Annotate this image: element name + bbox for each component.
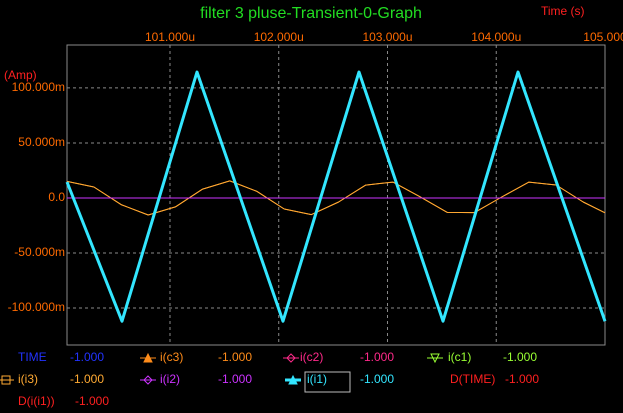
legend-reading: -1.000	[218, 350, 252, 364]
legend-marker	[430, 353, 440, 364]
legend-label: i(c3)	[160, 350, 183, 364]
x-tick-label: 102.000u	[254, 30, 304, 44]
legend-reading: -1.000	[360, 372, 394, 386]
x-axis-label: Time (s)	[541, 4, 585, 18]
y-axis-label: (Amp)	[4, 68, 37, 82]
readout-label: TIME	[18, 350, 47, 364]
legend-reading: -1.000	[70, 372, 104, 386]
legend-reading: -1.000	[218, 372, 252, 386]
x-tick-label: 104.000u	[471, 30, 521, 44]
legend-label: i(i3)	[18, 372, 38, 386]
y-tick-label: 0.0	[48, 190, 65, 204]
readout-value: -1.000	[505, 372, 539, 386]
legend-marker	[288, 374, 298, 385]
legend-label: i(i1)	[307, 372, 327, 386]
x-tick-label: 101.000u	[145, 30, 195, 44]
y-tick-label: -50.000m	[14, 245, 65, 259]
y-tick-label: 50.000m	[18, 135, 65, 149]
chart-title: filter 3 pluse-Transient-0-Graph	[200, 5, 422, 22]
legend-marker	[143, 352, 153, 363]
legend-marker	[286, 353, 296, 363]
readout-label: D(i(i1))	[18, 394, 55, 408]
legend-label: i(c1)	[448, 350, 471, 364]
selection-box	[304, 371, 351, 393]
readout-value: -1.000	[75, 394, 109, 408]
x-tick-label: 105.000	[583, 30, 623, 44]
series-line	[66, 180, 606, 216]
legend-reading: -1.000	[503, 350, 537, 364]
readout-label: D(TIME)	[450, 372, 495, 386]
legend-label: i(c2)	[300, 350, 323, 364]
legend-marker	[1, 375, 11, 385]
readout-value: -1.000	[70, 350, 104, 364]
y-tick-label: -100.000m	[8, 300, 65, 314]
series-line	[65, 70, 607, 323]
x-tick-label: 103.000u	[362, 30, 412, 44]
legend-marker	[143, 375, 153, 385]
legend-reading: -1.000	[360, 350, 394, 364]
y-tick-label: 100.000m	[12, 80, 65, 94]
legend-label: i(i2)	[160, 372, 180, 386]
